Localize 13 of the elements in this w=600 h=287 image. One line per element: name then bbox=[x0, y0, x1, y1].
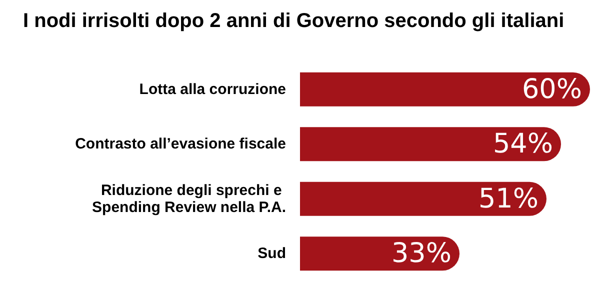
bar bbox=[300, 72, 590, 106]
data-label: 51% bbox=[478, 183, 538, 214]
y-tick-label: Sud bbox=[258, 245, 286, 262]
bar bbox=[300, 127, 561, 162]
data-label: 60% bbox=[522, 74, 582, 105]
y-tick-label: Riduzione degli sprechi e Spending Review nella P.A. bbox=[92, 182, 286, 216]
chart-title: I nodi irrisolti dopo 2 anni di Governo secondo gli italiani bbox=[23, 10, 564, 32]
bar bbox=[300, 182, 546, 216]
data-label: 33% bbox=[391, 238, 452, 270]
bar bbox=[300, 236, 460, 271]
y-tick-label: Contrasto all’evasione fiscale bbox=[75, 136, 286, 153]
data-label: 54% bbox=[492, 128, 553, 160]
y-tick-label: Lotta alla corruzione bbox=[139, 80, 286, 98]
